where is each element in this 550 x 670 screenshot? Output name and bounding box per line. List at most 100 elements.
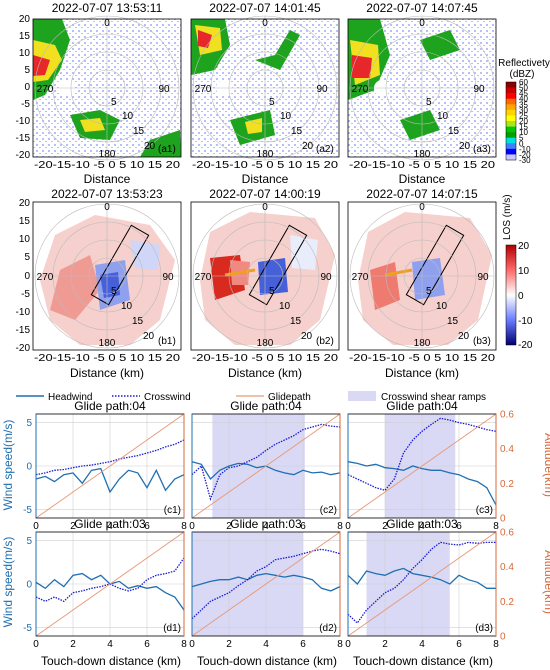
colorbar-tick: 10 bbox=[518, 266, 530, 277]
colorbar-tick: -10 bbox=[519, 145, 531, 154]
colorbar-segment bbox=[506, 93, 516, 100]
colorbar-tick: -20 bbox=[518, 340, 533, 351]
x-tick: 6 bbox=[144, 521, 150, 532]
azimuth-w: 270 bbox=[37, 84, 54, 95]
colorbar-tick: 20 bbox=[519, 117, 528, 126]
colorbar-tick: 30 bbox=[519, 106, 528, 115]
colorbar-tick: 60 bbox=[519, 78, 528, 87]
azimuth-n: 0 bbox=[419, 202, 425, 213]
colorbar-tick: 15 bbox=[519, 123, 528, 132]
colorbar-tick: 25 bbox=[519, 111, 528, 120]
panel-time: 2022-07-07 14:01:45 bbox=[209, 1, 321, 15]
line-panel-d3: Glide path:030 2 4 6 80.60.40.20(d3) bbox=[345, 517, 514, 650]
y-tick: 20 bbox=[19, 198, 31, 209]
azimuth-w: 270 bbox=[195, 84, 212, 95]
legend-glidepath: Glidepath bbox=[268, 392, 311, 403]
range-label: 10 bbox=[280, 111, 292, 122]
line-panel-d2: Glide path:030 2 4 6 8(d2) bbox=[189, 517, 343, 650]
colorbar-segment bbox=[506, 148, 516, 155]
x-tick: 4 bbox=[419, 521, 425, 532]
azimuth-w: 270 bbox=[37, 272, 54, 283]
x-tick: 2 bbox=[226, 521, 232, 532]
x-tick: 8 bbox=[181, 639, 187, 650]
x-tick: 2 bbox=[70, 639, 76, 650]
colorbar-tick: 0 bbox=[519, 139, 524, 148]
range-label: 5 bbox=[111, 97, 117, 108]
range-label: 20 bbox=[144, 141, 156, 152]
y-tick: -10 bbox=[16, 307, 31, 318]
series-glidepath bbox=[191, 413, 341, 519]
azimuth-n: 0 bbox=[262, 18, 268, 29]
azimuth-n: 0 bbox=[262, 202, 268, 213]
y-tick: 0 bbox=[26, 580, 32, 591]
y-tick: -10 bbox=[16, 116, 31, 127]
series-headwind bbox=[191, 572, 341, 592]
panel-tag: (c2) bbox=[320, 505, 337, 516]
panel-title: Glide path:04 bbox=[74, 399, 146, 413]
colorbar-tick: 0 bbox=[518, 291, 524, 302]
y2-tick: 0.4 bbox=[500, 562, 514, 573]
x-tick: 6 bbox=[456, 639, 462, 650]
azimuth-e: 90 bbox=[473, 84, 485, 95]
x-tick-row: -20-15-10 -5 0 5 10 15 20 bbox=[34, 353, 181, 364]
colorbar-segment bbox=[506, 109, 516, 116]
x-tick: 4 bbox=[263, 521, 269, 532]
range-label: 10 bbox=[121, 301, 133, 312]
colorbar-segment bbox=[506, 126, 516, 133]
range-label: 5 bbox=[111, 286, 117, 297]
y2-axis-label-c: Altitude(km) bbox=[542, 433, 550, 497]
y2-tick: 0.4 bbox=[500, 444, 514, 455]
x-tick: 2 bbox=[70, 521, 76, 532]
colorbar-tick: 35 bbox=[519, 100, 528, 109]
range-label: 10 bbox=[437, 111, 449, 122]
x-tick: 0 bbox=[345, 639, 351, 650]
x-tick: 6 bbox=[456, 521, 462, 532]
y2-tick: 0 bbox=[500, 514, 506, 525]
azimuth-s: 180 bbox=[414, 338, 431, 349]
x-tick: 0 bbox=[345, 521, 351, 532]
azimuth-e: 90 bbox=[158, 84, 170, 95]
range-label: 10 bbox=[279, 301, 291, 312]
legend-swatch-shear bbox=[348, 391, 376, 401]
series-glidepath bbox=[35, 413, 185, 519]
colorbar-title: LOS (m/s) bbox=[502, 194, 513, 240]
y2-tick: 0.2 bbox=[500, 479, 514, 490]
series-glidepath bbox=[347, 531, 497, 637]
series-crosswind bbox=[347, 417, 497, 492]
x-tick: 2 bbox=[382, 639, 388, 650]
y-tick: 15 bbox=[19, 216, 31, 227]
azimuth-e: 90 bbox=[477, 272, 489, 283]
range-label: 5 bbox=[426, 286, 432, 297]
colorbar-tick: 40 bbox=[519, 95, 528, 104]
y2-tick: 0.6 bbox=[500, 410, 514, 421]
colorbar-segment bbox=[506, 137, 516, 144]
series-glidepath bbox=[35, 531, 185, 637]
colorbar-segment bbox=[506, 154, 516, 161]
colorbar-segment bbox=[506, 132, 516, 139]
range-label: 15 bbox=[132, 316, 144, 327]
x-axis-label: Distance (km) bbox=[228, 366, 302, 380]
panel-title: Glide path:04 bbox=[230, 399, 302, 413]
x-axis-label: Touch-down distance (km) bbox=[353, 654, 493, 668]
azimuth-s: 180 bbox=[257, 338, 274, 349]
range-label: 20 bbox=[143, 331, 155, 342]
legend: Headwind Crosswind Glidepath Crosswind s… bbox=[16, 391, 486, 403]
y-tick: -5 bbox=[23, 505, 32, 516]
panel-time: 2022-07-07 13:53:11 bbox=[52, 1, 163, 15]
colorbar-segment bbox=[506, 104, 516, 111]
y2-tick: 0.6 bbox=[500, 528, 514, 539]
panel-tag: (c3) bbox=[476, 505, 493, 516]
x-tick: 4 bbox=[107, 639, 113, 650]
range-label: 15 bbox=[291, 126, 303, 137]
y-tick: 20 bbox=[19, 14, 31, 25]
azimuth-s: 180 bbox=[257, 149, 274, 160]
panel-tag: (a1) bbox=[158, 144, 176, 155]
radar-panel-a3: 2022-07-07 14:07:45 0 90 180 270 5 10 15… bbox=[347, 1, 497, 161]
y-axis-label-c: Wind speed(m/s) bbox=[1, 420, 15, 511]
range-label: 5 bbox=[269, 286, 275, 297]
x-tick: 8 bbox=[493, 639, 499, 650]
colorbar-tick: 10 bbox=[519, 128, 528, 137]
legend-headwind: Headwind bbox=[48, 392, 92, 403]
legend-crosswind: Crosswind bbox=[144, 392, 191, 403]
